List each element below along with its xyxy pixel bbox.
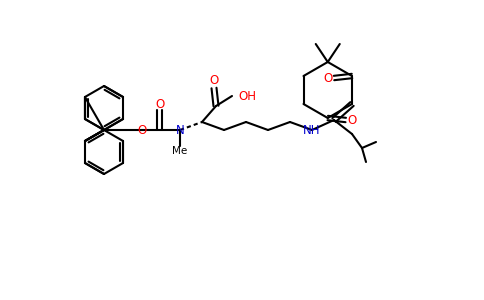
Text: O: O xyxy=(209,74,218,86)
Text: O: O xyxy=(155,98,164,112)
Text: OH: OH xyxy=(238,89,256,103)
Text: O: O xyxy=(137,124,146,136)
Text: N: N xyxy=(175,124,184,136)
Text: O: O xyxy=(323,71,332,85)
Text: NH: NH xyxy=(302,124,320,136)
Text: Me: Me xyxy=(172,146,187,156)
Text: O: O xyxy=(347,113,356,127)
